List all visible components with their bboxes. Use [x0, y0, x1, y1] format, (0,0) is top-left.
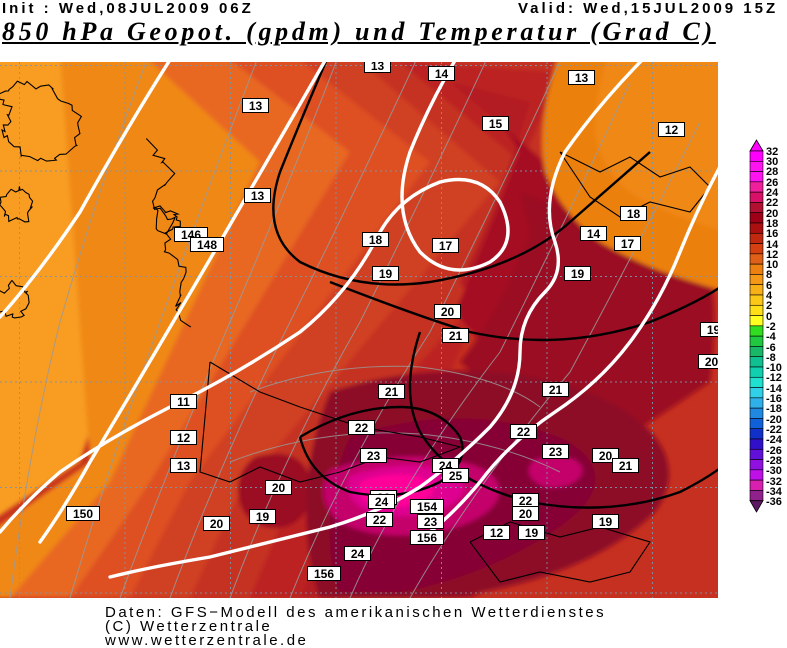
svg-text:-36: -36 [766, 496, 782, 508]
